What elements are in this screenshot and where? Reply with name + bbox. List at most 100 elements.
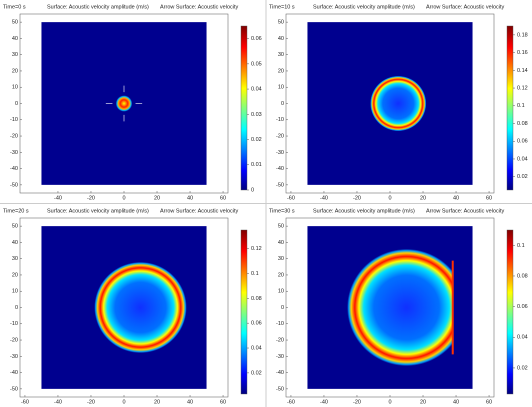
arrow-label: Arrow Surface: Acoustic velocity [426, 208, 505, 214]
wave-field [370, 75, 427, 132]
surface-label: Surface: Acoustic velocity amplitude (m/… [313, 4, 415, 10]
colorbar-label: 0.14 [517, 68, 528, 74]
x-tick-label: -40 [54, 195, 62, 201]
y-tick-label: -30 [10, 150, 18, 156]
x-tick-label: 60 [220, 195, 226, 201]
y-tick-label: 10 [278, 85, 284, 91]
colorbar-label: 0.04 [517, 335, 528, 341]
x-tick-label: 40 [453, 195, 459, 201]
x-tick-label: -40 [320, 195, 328, 201]
colorbar-label: 0 [251, 187, 254, 193]
x-tick-label: -20 [87, 399, 95, 405]
y-tick-label: 40 [12, 240, 18, 246]
x-tick-label: 0 [122, 399, 125, 405]
x-tick-label: -20 [353, 195, 361, 201]
panel-title: Time=30 s [269, 208, 295, 214]
y-tick-label: -20 [10, 133, 18, 139]
y-tick-label: 50 [278, 20, 284, 26]
colorbar-label: 0.04 [251, 345, 262, 351]
y-tick-label: -50 [276, 182, 284, 188]
x-tick-label: -20 [87, 195, 95, 201]
wave-field [347, 248, 453, 367]
surface-label: Surface: Acoustic velocity amplitude (m/… [313, 208, 415, 214]
x-tick-label: 60 [220, 399, 226, 405]
colorbar [240, 229, 248, 395]
colorbar-label: 0.1 [517, 243, 525, 249]
colorbar [506, 229, 514, 395]
x-tick-label: 20 [154, 399, 160, 405]
x-tick-label: -60 [21, 399, 29, 405]
y-tick-label: 10 [12, 85, 18, 91]
x-tick-label: 40 [187, 399, 193, 405]
y-tick-label: -40 [276, 370, 284, 376]
x-tick-label: 0 [122, 195, 125, 201]
x-tick-label: 20 [420, 399, 426, 405]
y-tick-label: -40 [276, 166, 284, 172]
wave-field [115, 95, 133, 112]
y-tick-label: -10 [276, 117, 284, 123]
y-tick-label: 20 [12, 68, 18, 74]
y-tick-label: -20 [10, 337, 18, 343]
y-tick-label: 40 [278, 240, 284, 246]
y-tick-label: -50 [10, 386, 18, 392]
y-tick-label: -20 [276, 337, 284, 343]
y-tick-label: 20 [278, 272, 284, 278]
colorbar-label: 0.12 [517, 86, 528, 92]
colorbar-label: 0.06 [517, 139, 528, 145]
arrow-label: Arrow Surface: Acoustic velocity [160, 4, 239, 10]
y-tick-label: -50 [10, 182, 18, 188]
x-tick-label: -40 [320, 399, 328, 405]
colorbar-label: 0.02 [251, 137, 262, 143]
colorbar [506, 25, 514, 191]
y-tick-label: 40 [12, 36, 18, 42]
panel-title: Time=20 s [3, 208, 29, 214]
y-tick-label: -30 [276, 150, 284, 156]
x-tick-label: 0 [388, 399, 391, 405]
y-tick-label: 50 [12, 224, 18, 230]
x-tick-label: 60 [486, 399, 492, 405]
colorbar-label: 0.1 [517, 103, 525, 109]
y-tick-label: 10 [278, 289, 284, 295]
y-tick-label: 30 [12, 52, 18, 58]
x-tick-label: -60 [287, 399, 295, 405]
colorbar-label: 0.02 [251, 370, 262, 376]
y-tick-label: 0 [281, 305, 284, 311]
colorbar-label: 0.16 [517, 50, 528, 56]
y-tick-label: 30 [278, 52, 284, 58]
y-tick-label: -30 [276, 354, 284, 360]
panel-title: Time=0 s [3, 4, 26, 10]
y-tick-label: -10 [10, 321, 18, 327]
y-tick-label: 0 [281, 101, 284, 107]
y-tick-label: 0 [15, 101, 18, 107]
colorbar-label: 0.08 [251, 296, 262, 302]
y-tick-label: -10 [276, 321, 284, 327]
y-tick-label: 40 [278, 36, 284, 42]
x-tick-label: 0 [388, 195, 391, 201]
colorbar-label: 0.04 [517, 156, 528, 162]
colorbar-label: 0.12 [251, 246, 262, 252]
y-tick-label: -50 [276, 386, 284, 392]
colorbar-label: 0.18 [517, 32, 528, 38]
y-tick-label: 20 [278, 68, 284, 74]
colorbar-label: 0.06 [517, 304, 528, 310]
colorbar-label: 0.04 [251, 87, 262, 93]
panel-title: Time=10 s [269, 4, 295, 10]
x-tick-label: 60 [486, 195, 492, 201]
colorbar-label: 0.02 [517, 365, 528, 371]
colorbar-label: 0.02 [517, 174, 528, 180]
x-tick-label: 20 [420, 195, 426, 201]
y-tick-label: -40 [10, 370, 18, 376]
x-tick-label: -20 [353, 399, 361, 405]
surface-label: Surface: Acoustic velocity amplitude (m/… [47, 4, 149, 10]
y-tick-label: 50 [12, 20, 18, 26]
colorbar-label: 0.1 [251, 271, 259, 277]
y-tick-label: -40 [10, 166, 18, 172]
colorbar-label: 0.06 [251, 321, 262, 327]
colorbar [240, 25, 248, 191]
surface-label: Surface: Acoustic velocity amplitude (m/… [47, 208, 149, 214]
colorbar-label: 0.01 [251, 162, 262, 168]
arrow-label: Arrow Surface: Acoustic velocity [160, 208, 239, 214]
y-tick-label: -30 [10, 354, 18, 360]
y-tick-label: -10 [10, 117, 18, 123]
